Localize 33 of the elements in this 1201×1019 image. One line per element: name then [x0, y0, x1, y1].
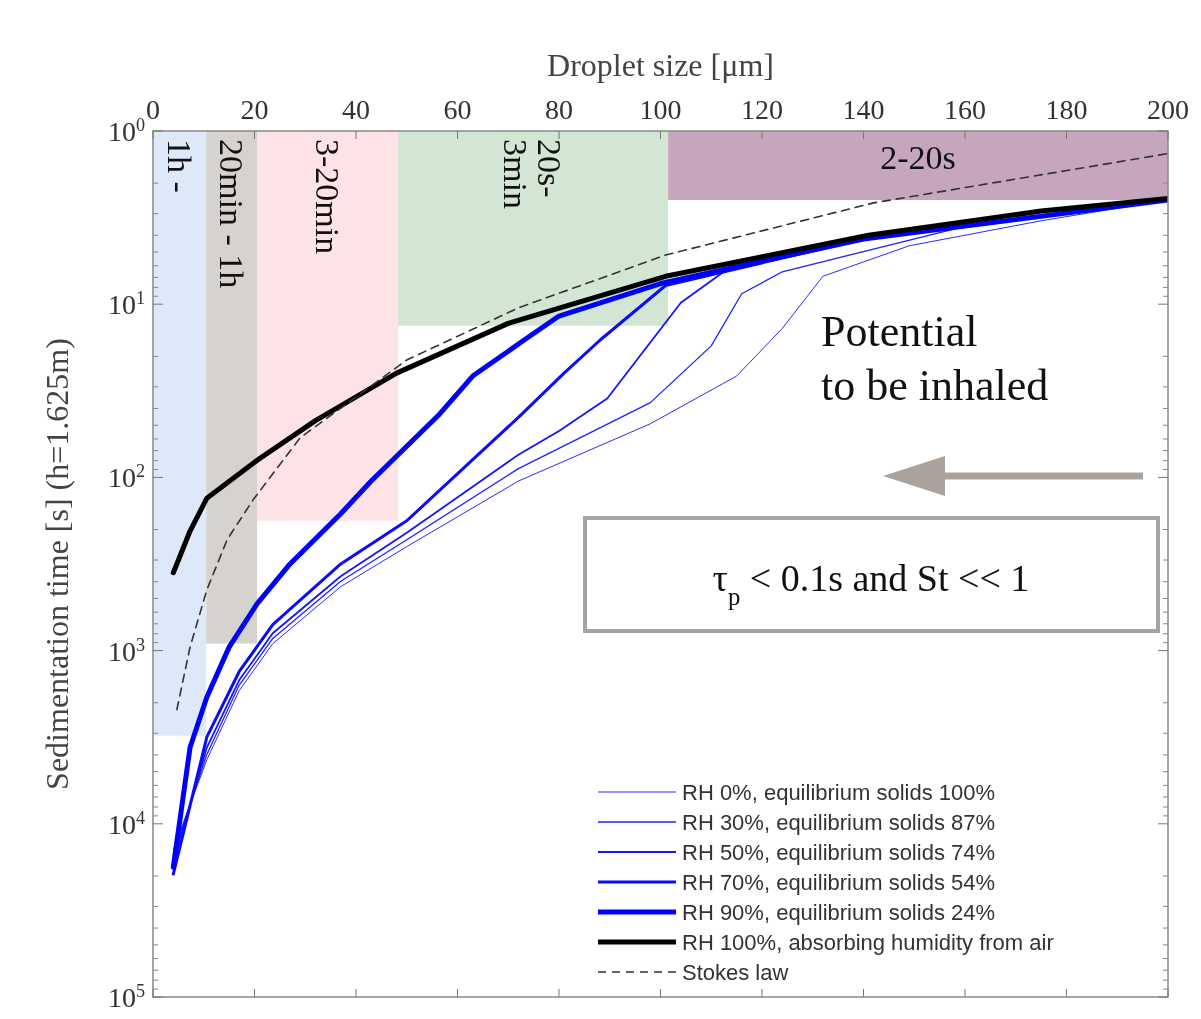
annotation: 20min - 1h [212, 139, 250, 289]
annotation: Potential to be inhaled [821, 307, 1049, 410]
y-axis-title: Sedimentation time [s] (h=1.625m) [39, 338, 75, 790]
annotation: 1h - [160, 139, 198, 193]
x-tick-label: 60 [443, 94, 472, 125]
x-tick-label: 200 [1147, 94, 1189, 125]
legend-label: Stokes law [682, 960, 789, 985]
x-tick-label: 20 [240, 94, 269, 125]
x-axis-title: Droplet size [μm] [547, 47, 774, 83]
y-tick-label: 10$^{3}$ [107, 634, 145, 667]
x-tick-label: 160 [944, 94, 986, 125]
legend-label: RH 100%, absorbing humidity from air [682, 930, 1054, 955]
legend-label: RH 50%, equilibrium solids 74% [682, 840, 996, 865]
y-tick-label: 10$^{5}$ [107, 981, 145, 1013]
x-tick-label: 140 [842, 94, 885, 125]
x-tick-label: 100 [639, 94, 682, 125]
y-tick-label: 10$^{4}$ [107, 807, 145, 840]
y-tick-label: 10$^{0}$ [107, 115, 145, 147]
annotation: 3-20min [308, 139, 346, 255]
legend-label: RH 90%, equilibrium solids 24% [682, 900, 996, 925]
x-tick-label: 120 [741, 94, 783, 125]
x-tick-label: 180 [1045, 94, 1088, 125]
x-tick-label: 80 [545, 94, 573, 125]
legend-label: RH 0%, equilibrium solids 100% [682, 780, 996, 805]
y-tick-label: 10$^{2}$ [107, 461, 145, 494]
y-tick-label: 10$^{1}$ [107, 288, 145, 321]
annotation: 2-20s [880, 139, 956, 176]
annotation: τ$_{p}$ < 0.1s and St << 1 [712, 557, 1030, 610]
annotation: 20s- 3min [497, 139, 569, 209]
legend-label: RH 30%, equilibrium solids 87% [682, 810, 996, 835]
x-tick-label: 0 [146, 94, 160, 125]
legend-label: RH 70%, equilibrium solids 54% [682, 870, 996, 895]
x-tick-label: 40 [342, 94, 370, 125]
